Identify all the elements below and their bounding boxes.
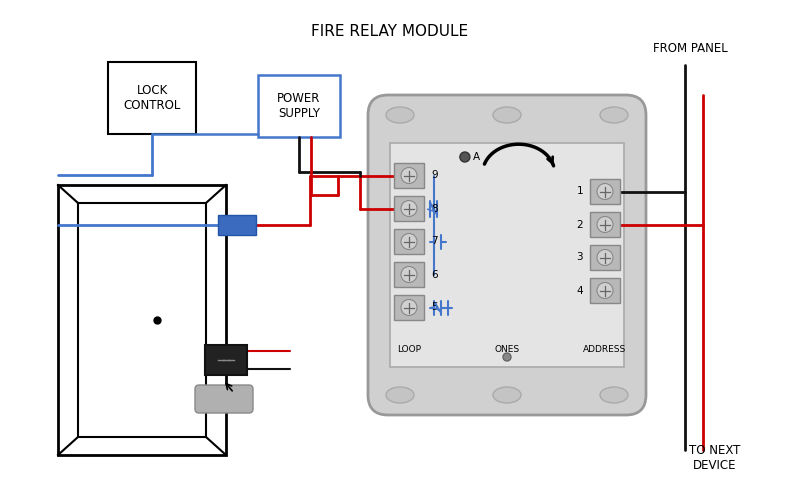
- Ellipse shape: [386, 387, 414, 403]
- FancyBboxPatch shape: [590, 212, 620, 237]
- Ellipse shape: [600, 387, 628, 403]
- Ellipse shape: [386, 107, 414, 123]
- Text: A: A: [474, 152, 481, 162]
- Text: 9: 9: [431, 170, 438, 180]
- Circle shape: [401, 168, 417, 184]
- FancyBboxPatch shape: [394, 163, 424, 188]
- Text: 1: 1: [576, 186, 583, 196]
- Text: 4: 4: [576, 286, 583, 296]
- Text: FIRE RELAY MODULE: FIRE RELAY MODULE: [311, 24, 469, 40]
- FancyBboxPatch shape: [394, 295, 424, 320]
- Text: 2: 2: [576, 220, 583, 230]
- Text: FROM PANEL: FROM PANEL: [653, 42, 727, 54]
- Circle shape: [597, 184, 613, 200]
- Ellipse shape: [493, 107, 521, 123]
- Text: LOCK
CONTROL: LOCK CONTROL: [123, 84, 181, 112]
- FancyBboxPatch shape: [58, 185, 226, 455]
- Circle shape: [401, 266, 417, 282]
- Circle shape: [503, 353, 511, 361]
- FancyBboxPatch shape: [590, 179, 620, 204]
- FancyBboxPatch shape: [195, 385, 253, 413]
- Circle shape: [460, 152, 470, 162]
- Text: 3: 3: [576, 252, 583, 262]
- Text: TO NEXT
DEVICE: TO NEXT DEVICE: [690, 444, 741, 472]
- Text: POWER
SUPPLY: POWER SUPPLY: [278, 92, 321, 120]
- FancyBboxPatch shape: [394, 196, 424, 221]
- Text: LOOP: LOOP: [397, 344, 421, 354]
- FancyBboxPatch shape: [394, 262, 424, 287]
- FancyBboxPatch shape: [108, 62, 196, 134]
- Text: 6: 6: [431, 270, 438, 280]
- Circle shape: [597, 216, 613, 232]
- Text: 7: 7: [431, 236, 438, 246]
- Text: ONES: ONES: [494, 344, 519, 354]
- FancyBboxPatch shape: [394, 229, 424, 254]
- Text: 8: 8: [431, 204, 438, 214]
- FancyBboxPatch shape: [218, 215, 256, 235]
- Circle shape: [401, 200, 417, 216]
- Ellipse shape: [600, 107, 628, 123]
- FancyBboxPatch shape: [368, 95, 646, 415]
- Circle shape: [597, 282, 613, 298]
- FancyBboxPatch shape: [205, 345, 247, 375]
- Text: ADDRESS: ADDRESS: [583, 344, 626, 354]
- Circle shape: [401, 300, 417, 316]
- Circle shape: [597, 250, 613, 266]
- Text: 5: 5: [431, 302, 438, 312]
- FancyBboxPatch shape: [390, 143, 624, 367]
- FancyBboxPatch shape: [590, 245, 620, 270]
- Ellipse shape: [493, 387, 521, 403]
- Circle shape: [401, 234, 417, 250]
- FancyBboxPatch shape: [590, 278, 620, 303]
- FancyBboxPatch shape: [258, 75, 340, 137]
